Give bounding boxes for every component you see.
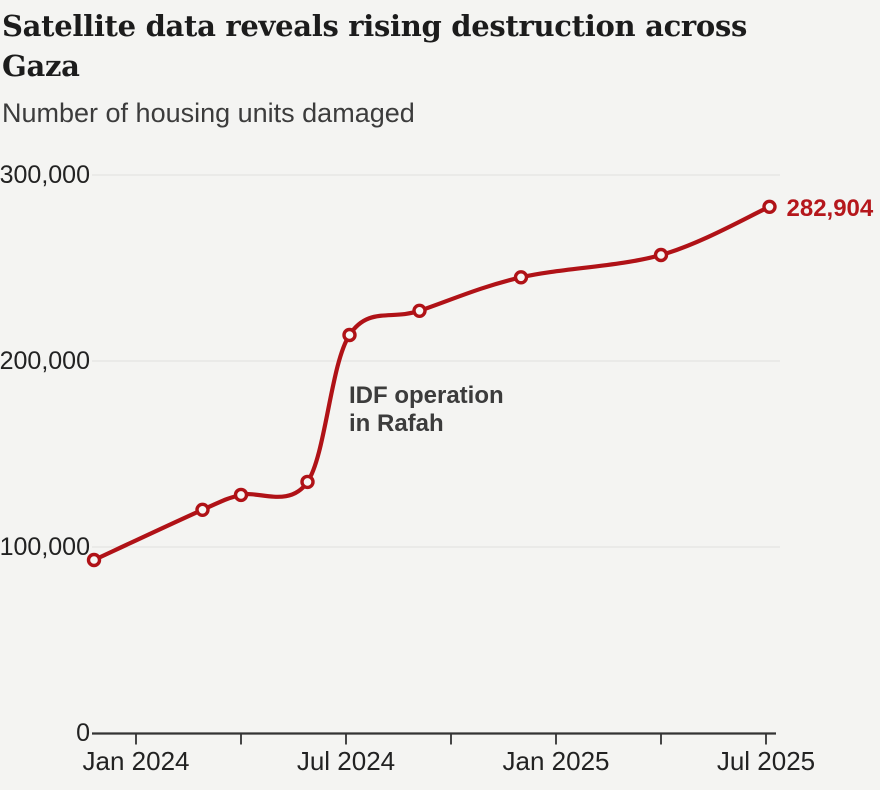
data-point-marker — [762, 199, 777, 215]
data-point-marker — [233, 487, 249, 503]
data-point-marker — [195, 502, 210, 517]
x-axis-label: Jan 2024 — [83, 746, 190, 776]
annotation-rafah: IDF operation — [349, 382, 504, 409]
data-point-marker — [342, 327, 357, 343]
data-point-marker — [513, 270, 529, 285]
chart-title: Satellite data reveals rising destructio… — [2, 9, 748, 83]
data-point-marker — [86, 552, 102, 568]
y-axis-label: 200,000 — [0, 347, 90, 375]
x-axis-label: Jan 2025 — [503, 746, 610, 776]
y-axis-label: 0 — [76, 719, 90, 747]
data-point-marker — [412, 303, 427, 318]
end-value-label: 282,904 — [787, 195, 874, 222]
x-axis-label: Jul 2025 — [717, 746, 815, 776]
chart-header: Satellite data reveals rising destructio… — [2, 6, 862, 128]
x-axis-label: Jul 2024 — [297, 746, 395, 776]
data-point-marker — [653, 247, 669, 263]
chart-subtitle: Number of housing units damaged — [2, 98, 415, 128]
y-axis-label: 300,000 — [0, 161, 90, 189]
data-point-marker — [300, 474, 315, 490]
annotation-rafah: in Rafah — [349, 410, 444, 437]
y-axis-label: 100,000 — [0, 533, 90, 561]
